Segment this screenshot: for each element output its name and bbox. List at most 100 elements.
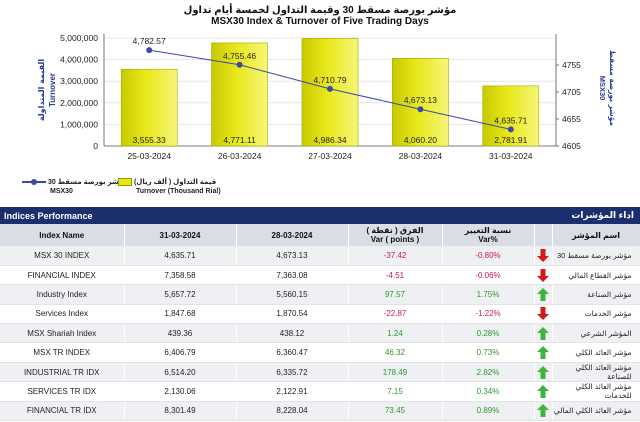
bar-data-label: 4,771.11 <box>223 135 256 145</box>
row-index-name: MSX TR INDEX <box>0 342 125 363</box>
row-var-percent: 0.73% <box>442 342 535 363</box>
header-var-points-label: Var ( points ) <box>370 235 420 244</box>
arrow-down-icon <box>534 304 553 325</box>
header-var-points: الفرق ( نقطة ) Var ( points ) <box>348 224 443 246</box>
row-var-points: 46.32 <box>348 342 443 363</box>
arrow-up-icon <box>534 381 553 402</box>
row-value-date-1: 6,406.79 <box>124 342 237 363</box>
y-left-tick-label: 5,000,000 <box>60 33 98 43</box>
row-var-points: 178.49 <box>348 362 443 383</box>
chart-title: MSX30 Index & Turnover of Five Trading D… <box>211 16 429 27</box>
header-var-points-arabic: الفرق ( نقطة ) <box>366 226 424 235</box>
header-date-2: 28-03-2024 <box>236 224 349 246</box>
x-tick-label: 25-03-2024 <box>127 151 171 161</box>
row-index-name-arabic: المؤشر الشرعي <box>552 323 640 344</box>
header-var-percent-label: Var% <box>478 235 498 244</box>
line-point <box>236 61 243 68</box>
y-left-tick-label: 4,000,000 <box>60 55 98 65</box>
x-tick-label: 31-03-2024 <box>489 151 533 161</box>
row-value-date-1: 6,514.20 <box>124 362 237 383</box>
row-index-name: SERVICES TR IDX <box>0 381 125 402</box>
table-row: Industry Index 5,657.72 5,560.15 97.57 1.75%… <box>0 284 640 305</box>
y-left-tick-label: 0 <box>93 141 98 151</box>
header-index-name: Index Name <box>0 224 125 246</box>
table-header-row: Index Name 31-03-2024 28-03-2024 الفرق (… <box>0 224 640 246</box>
row-var-percent: -1.22% <box>442 304 535 325</box>
header-index-name-arabic: اسم المؤشر <box>552 224 640 246</box>
row-value-date-1: 1,025.49 <box>124 420 237 422</box>
row-index-name: Industry Index <box>0 284 125 305</box>
legend-msx30-arabic: مؤشر بورصة مسقط 30 <box>47 179 128 186</box>
legend-msx30-label: MSX30 <box>50 188 73 195</box>
row-value-date-1: 1,847.68 <box>124 304 237 325</box>
bar-data-label: 3,555.33 <box>133 135 166 145</box>
y-right-axis-title-arabic: مؤشر بورصة مسقط <box>608 50 617 126</box>
row-index-name: FINANCIAL INDEX <box>0 265 125 286</box>
arrow-down-icon <box>534 265 553 286</box>
table-row: MSX TR INDEX 6,406.79 6,360.47 46.32 0.73% مؤ… <box>0 342 640 363</box>
y-right-tick-label: 4705 <box>562 87 581 97</box>
x-tick-label: 28-03-2024 <box>399 151 443 161</box>
row-var-percent: -0.80% <box>442 246 535 266</box>
combo-chart: 0 1,000,000 2,000,000 3,000,000 4,000,000 5,0… <box>37 33 617 161</box>
table-row: FINANCIAL INDEX 7,358.58 7,363.08 -4.51 -0.0… <box>0 265 640 286</box>
row-value-date-2: 6,360.47 <box>236 342 349 363</box>
legend-turnover-arabic: قيمة التداول ( ألف ريال) <box>133 179 217 186</box>
table-row: FIXED INCOME INDEX1,025.491,025.490.000.… <box>0 420 640 422</box>
row-var-points: -22.87 <box>348 304 443 325</box>
row-index-name: FIXED INCOME INDEX <box>0 420 125 422</box>
line-point <box>507 126 514 133</box>
row-index-name-arabic: مؤشر بورصة مسقط 30 <box>552 246 640 266</box>
row-index-name: FINANCIAL TR IDX <box>0 401 125 422</box>
bar <box>211 42 268 147</box>
row-value-date-2: 6,335.72 <box>236 362 349 383</box>
line-point <box>327 85 333 92</box>
table-row: INDUSTRIAL TR IDX 6,514.20 6,335.72 178.49 2… <box>0 362 640 383</box>
row-var-percent: 0.00% <box>442 420 535 422</box>
bar-data-label: 4,060.20 <box>404 135 437 145</box>
row-var-points: 73.45 <box>348 401 443 422</box>
row-var-points: 97.57 <box>348 284 443 305</box>
arrow-up-icon <box>534 323 553 344</box>
line-data-label: 4,782.57 <box>133 36 166 46</box>
row-value-date-2: 2,122.91 <box>236 381 349 402</box>
y-right-tick-label: 4605 <box>562 141 581 151</box>
x-tick-label: 26-03-2024 <box>218 151 262 161</box>
row-var-points: 1.24 <box>348 323 443 344</box>
row-index-name: Services Index <box>0 304 125 325</box>
row-value-date-1: 2,130.06 <box>124 381 237 402</box>
arrow-down-icon <box>534 420 553 422</box>
row-value-date-1: 5,657.72 <box>124 284 237 305</box>
line-data-label: 4,673.13 <box>404 95 437 105</box>
table-title-bar: Indices Performance اداء المؤشرات <box>0 207 640 224</box>
bar-data-label: 2,781.91 <box>494 135 527 145</box>
row-value-date-2: 8,228.04 <box>236 401 349 422</box>
y-right-axis-title: MSX30 <box>598 76 607 101</box>
y-left-tick-label: 1,000,000 <box>60 119 98 129</box>
row-var-percent: 2.82% <box>442 362 535 383</box>
line-point <box>417 106 424 113</box>
bar <box>482 85 540 147</box>
y-left-axis-title: Turnover <box>48 73 57 107</box>
indices-table: Index Name 31-03-2024 28-03-2024 الفرق (… <box>0 224 640 422</box>
table-row: MSX 30 INDEX 4,635.71 4,673.13 -37.42 -0.80%… <box>0 246 640 266</box>
row-var-percent: 1.75% <box>442 284 535 305</box>
y-right-tick-label: 4755 <box>562 60 581 70</box>
table-row: MSX Shariah Index 439.36 438.12 1.24 0.28% ال… <box>0 323 640 344</box>
legend-msx30: مؤشر بورصة مسقط 30 MSX30 <box>22 178 128 196</box>
arrow-down-icon <box>534 246 553 266</box>
table-row: Services Index 1,847.68 1,870.54 -22.87 -1.2… <box>0 304 640 325</box>
y-right-tick-label: 4655 <box>562 114 581 124</box>
row-index-name: MSX 30 INDEX <box>0 246 125 266</box>
line-point <box>146 47 153 54</box>
y-left-axis-title-arabic: القيمة المتداولة <box>37 59 46 122</box>
row-index-name-arabic: مؤشر القطاع المالي <box>552 265 640 286</box>
row-value-date-1: 4,635.71 <box>124 246 237 266</box>
row-var-points: 7.15 <box>348 381 443 402</box>
row-index-name-arabic: مؤشر العائد الكلي للخدمات <box>552 381 640 402</box>
header-arrow <box>534 224 553 246</box>
row-value-date-1: 439.36 <box>124 323 237 344</box>
legend-bar-swatch <box>118 178 132 187</box>
row-value-date-2: 1,870.54 <box>236 304 349 325</box>
arrow-up-icon <box>534 362 553 383</box>
